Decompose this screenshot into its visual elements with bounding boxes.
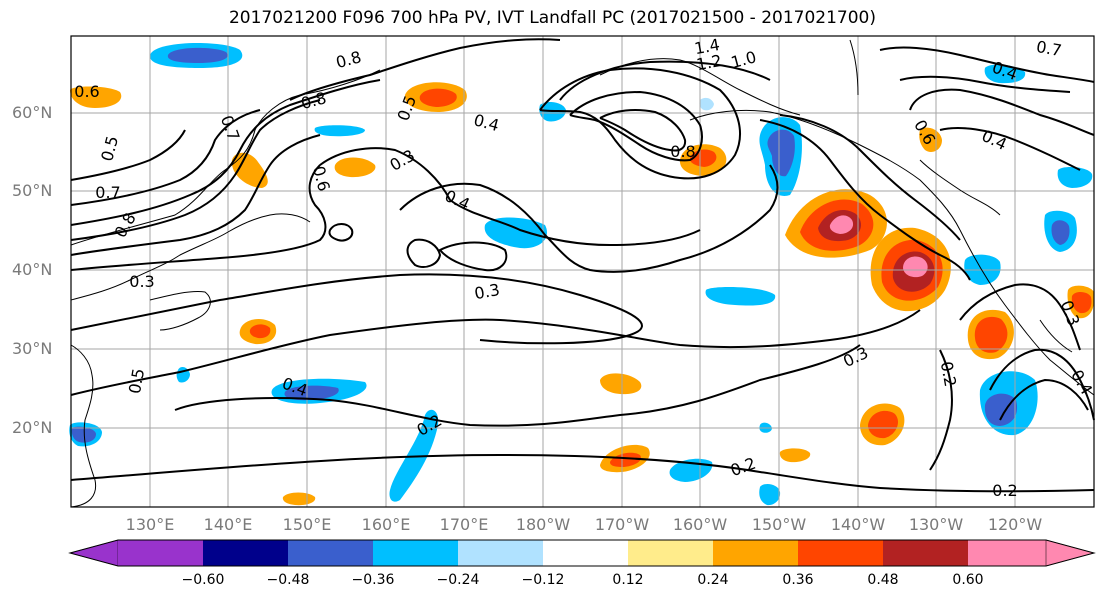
lon-label: 160°W	[672, 515, 728, 534]
lon-label: 130°W	[908, 515, 964, 534]
contour-label: 0.7	[1035, 37, 1063, 60]
colorbar-segment	[968, 540, 1046, 566]
pv-contours	[70, 38, 1095, 493]
shading-layer	[69, 43, 1095, 506]
colorbar-tick-label: −0.12	[521, 572, 565, 588]
colorbar-tick-label: −0.36	[351, 572, 395, 588]
colorbar-segment	[69, 539, 119, 567]
lat-lon-grid	[71, 36, 1094, 507]
colorbar-segment	[118, 540, 203, 566]
colorbar-tick-label: 0.24	[697, 572, 729, 588]
colorbar-tick-label: −0.48	[266, 572, 310, 588]
contour-label: 0.5	[125, 367, 148, 395]
colorbar-tick-label: −0.24	[436, 572, 480, 588]
lat-label: 50°N	[12, 181, 53, 200]
lon-label: 120°W	[987, 515, 1043, 534]
contour-label: 0.8	[334, 47, 364, 72]
lon-label: 130°E	[125, 515, 175, 534]
colorbar-segment	[1045, 539, 1095, 567]
colorbar	[68, 539, 1096, 567]
colorbar-segment	[373, 540, 458, 566]
colorbar-tick-label: 0.60	[952, 572, 984, 588]
colorbar-segment	[203, 540, 288, 566]
colorbar-tick-label: −0.60	[181, 572, 225, 588]
colorbar-tick-label: 0.48	[867, 572, 899, 588]
contour-label: 0.3	[129, 272, 154, 291]
colorbar-segment	[883, 540, 968, 566]
lon-label: 140°W	[830, 515, 886, 534]
contour-label: 1.2	[695, 51, 723, 74]
figure-title: 2017021200 F096 700 hPa PV, IVT Landfall…	[228, 8, 876, 28]
coastlines	[70, 39, 1095, 508]
contour-label: 0.2	[937, 360, 960, 388]
colorbar-segment	[713, 540, 798, 566]
contour-label: 0.5	[97, 134, 122, 164]
lon-label: 160°E	[361, 515, 411, 534]
contour-label: 0.8	[670, 142, 695, 161]
contour-label: 0.8	[299, 88, 329, 113]
colorbar-segment	[458, 540, 543, 566]
contour-label: 0.7	[95, 183, 120, 202]
lon-label: 150°W	[751, 515, 807, 534]
contour-label: 0.2	[728, 454, 758, 481]
contour-label: 1.0	[729, 47, 759, 72]
colorbar-segment	[543, 540, 628, 566]
lon-label: 170°W	[594, 515, 650, 534]
lon-label: 170°E	[439, 515, 489, 534]
lat-label: 30°N	[12, 339, 53, 358]
colorbar-tick-label: 0.12	[612, 572, 644, 588]
contour-label: 0.6	[74, 82, 99, 101]
contour-label: 0.3	[473, 280, 501, 303]
lon-label: 140°E	[203, 515, 253, 534]
contour-label: 0.3	[840, 343, 871, 371]
lon-label: 180°W	[515, 515, 571, 534]
lat-label: 20°N	[12, 418, 53, 437]
colorbar-tick-label: 0.36	[782, 572, 814, 588]
colorbar-segment	[288, 540, 373, 566]
contour-label: 0.6	[309, 164, 334, 194]
lon-label: 150°E	[282, 515, 332, 534]
map-frame	[70, 35, 1095, 508]
colorbar-segment	[628, 540, 713, 566]
contour-label: 0.2	[992, 481, 1017, 500]
contour-label: 0.8	[111, 209, 140, 241]
contour-label: 1.4	[693, 35, 721, 58]
contour-label: 0.4	[472, 110, 502, 135]
colorbar-segment	[798, 540, 883, 566]
lat-label: 60°N	[12, 103, 53, 122]
lat-label: 40°N	[12, 260, 53, 279]
